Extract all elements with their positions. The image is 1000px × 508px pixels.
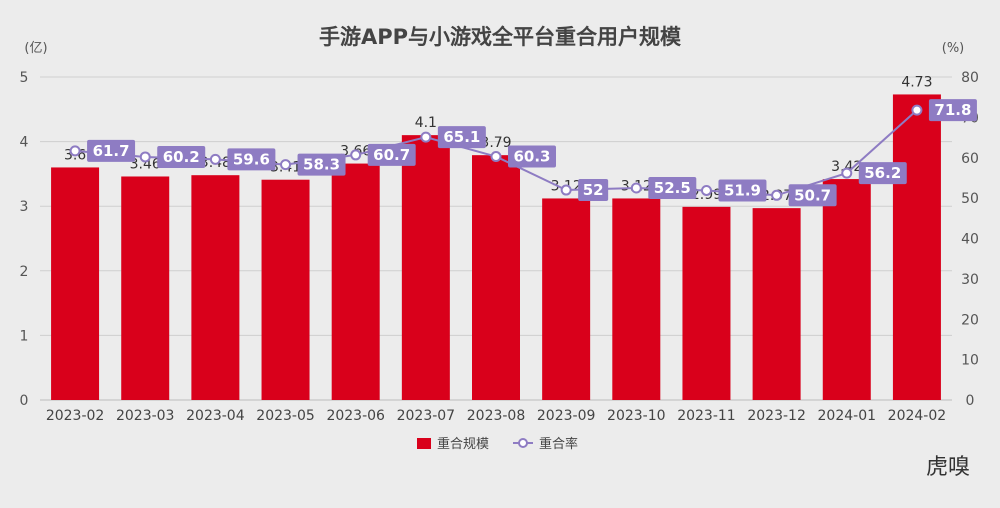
rate-value-label: 60.2 xyxy=(163,148,200,166)
bar-value-label: 4.1 xyxy=(415,115,437,131)
rate-label-box xyxy=(788,184,837,207)
rate-value-label: 58.3 xyxy=(303,156,340,174)
watermark-logo: 虎嗅 xyxy=(926,455,970,480)
rate-marker xyxy=(771,189,783,201)
left-axis-unit: (亿) xyxy=(24,41,47,56)
bar xyxy=(822,179,871,400)
rate-marker xyxy=(700,184,712,196)
line-series: 61.7 60.2 59.6 58.3 60.7 65.1 60.3 52 52.5 51.9 50… xyxy=(69,99,977,207)
rate-value-label: 71.8 xyxy=(934,101,971,119)
left-tick-label: 4 xyxy=(20,135,29,151)
category-label: 2023-11 xyxy=(677,408,736,424)
rate-value-label: 61.7 xyxy=(93,142,130,160)
right-tick-label: 40 xyxy=(961,232,979,248)
bar-series xyxy=(51,94,941,400)
legend-line-marker xyxy=(518,438,528,448)
rate-label-box xyxy=(157,145,206,168)
rate-value-label: 56.2 xyxy=(864,164,901,182)
right-tick-label: 50 xyxy=(961,191,979,207)
bar xyxy=(892,94,941,400)
rate-label-box xyxy=(928,99,977,122)
category-label: 2023-05 xyxy=(256,408,315,424)
category-label: 2023-02 xyxy=(46,408,105,424)
bar xyxy=(401,135,450,400)
category-label: 2024-01 xyxy=(818,408,877,424)
rate-label-box xyxy=(437,126,486,149)
bar xyxy=(261,179,310,400)
bar xyxy=(542,198,591,400)
right-axis-unit: (%) xyxy=(942,41,965,56)
category-label: 2023-09 xyxy=(537,408,596,424)
category-label: 2023-08 xyxy=(467,408,526,424)
rate-value-label: 60.7 xyxy=(373,146,410,164)
right-tick-label: 60 xyxy=(961,151,979,167)
x-axis: 2023-02 2023-03 2023-04 2023-05 2023-06 2023-… xyxy=(46,408,946,424)
rate-marker xyxy=(139,151,151,163)
left-tick-label: 1 xyxy=(20,328,29,344)
legend: 重合规模 重合率 xyxy=(417,436,578,452)
bar-value-label: 4.73 xyxy=(901,74,932,90)
rate-marker xyxy=(630,182,642,194)
left-axis: 0 1 2 3 4 5 xyxy=(20,70,29,409)
category-label: 2023-12 xyxy=(747,408,806,424)
bar xyxy=(51,167,100,400)
bar xyxy=(612,198,661,400)
rate-marker xyxy=(490,151,502,163)
left-tick-label: 0 xyxy=(20,393,29,409)
legend-bar-label: 重合规模 xyxy=(437,436,489,452)
category-label: 2023-10 xyxy=(607,408,666,424)
legend-line-label: 重合率 xyxy=(539,436,578,452)
rate-label-box xyxy=(87,139,136,162)
rate-label-box xyxy=(718,179,767,202)
legend-bar-swatch xyxy=(417,438,431,449)
left-tick-label: 2 xyxy=(20,264,29,280)
right-tick-label: 20 xyxy=(961,312,979,328)
rate-marker xyxy=(560,184,572,196)
rate-label-box xyxy=(367,143,416,166)
chart-title: 手游APP与小游戏全平台重合用户规模 xyxy=(319,25,682,49)
left-tick-label: 5 xyxy=(20,70,29,86)
right-tick-label: 80 xyxy=(961,70,979,86)
category-label: 2023-04 xyxy=(186,408,245,424)
rate-label-box xyxy=(858,162,907,185)
bar-value-label: 3.42 xyxy=(831,159,862,175)
rate-label-box xyxy=(227,148,276,171)
rate-value-label: 60.3 xyxy=(513,148,550,166)
bar-value-label: 3.46 xyxy=(130,156,161,172)
right-tick-label: 0 xyxy=(966,393,975,409)
rate-label-box xyxy=(578,179,609,202)
rate-marker xyxy=(911,104,923,116)
category-label: 2024-02 xyxy=(888,408,947,424)
bar xyxy=(331,163,380,400)
rate-marker xyxy=(280,159,292,171)
rate-value-label: 51.9 xyxy=(724,181,761,199)
right-tick-label: 10 xyxy=(961,353,979,369)
bar xyxy=(191,175,240,400)
rate-marker xyxy=(841,167,853,179)
rate-value-label: 52.5 xyxy=(654,179,691,197)
rate-label-box xyxy=(508,145,556,168)
bar xyxy=(752,208,801,400)
rate-marker xyxy=(350,149,362,161)
rate-value-label: 52 xyxy=(583,181,604,199)
category-label: 2023-03 xyxy=(116,408,175,424)
bar xyxy=(682,206,731,400)
bar xyxy=(472,155,520,400)
rate-label-box xyxy=(297,153,346,176)
right-tick-label: 30 xyxy=(961,272,979,288)
rate-value-label: 65.1 xyxy=(443,128,480,146)
bar xyxy=(121,176,170,400)
left-tick-label: 3 xyxy=(20,199,29,215)
rate-label-box xyxy=(648,177,697,200)
bar-value-label: 3.79 xyxy=(480,135,511,151)
rate-marker xyxy=(69,145,81,157)
category-label: 2023-07 xyxy=(397,408,456,424)
rate-value-label: 59.6 xyxy=(233,150,270,168)
category-label: 2023-06 xyxy=(326,408,385,424)
rate-marker xyxy=(209,153,221,165)
rate-value-label: 50.7 xyxy=(794,186,831,204)
rate-marker xyxy=(420,131,432,143)
